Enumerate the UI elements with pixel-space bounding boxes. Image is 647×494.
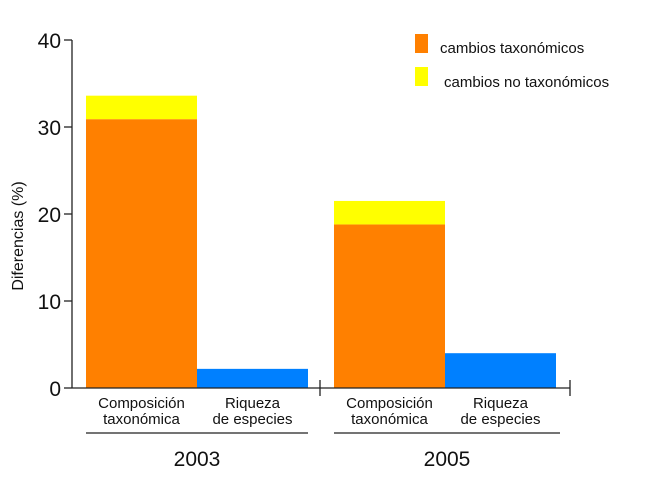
y-tick-label: 0 — [49, 378, 61, 401]
x-labels: Composición taxonómica Riqueza de especies C… — [98, 395, 540, 428]
y-ticks: 0 10 20 30 40 — [38, 30, 72, 401]
x-category-label: Riqueza de especies — [212, 395, 292, 428]
legend-swatch — [415, 34, 428, 53]
y-tick-label: 40 — [38, 30, 61, 53]
x-category-label: Composición taxonómica — [346, 395, 433, 428]
y-tick-label: 30 — [38, 117, 61, 140]
bars-layer — [86, 95, 556, 389]
group-labels: 2003 2005 — [86, 432, 560, 471]
y-tick-label: 10 — [38, 291, 61, 314]
legend-swatch — [415, 67, 428, 86]
legend-label: cambios no taxonómicos — [444, 74, 609, 91]
group-label: 2005 — [424, 448, 471, 471]
y-tick-label: 20 — [38, 204, 61, 227]
x-category-label: Riqueza de especies — [460, 395, 540, 428]
bar-segment — [86, 95, 197, 120]
y-axis-label: Diferencias (%) — [10, 181, 27, 290]
group-label: 2003 — [174, 448, 221, 471]
bar-segment — [86, 119, 197, 389]
bar-segment — [445, 353, 556, 388]
legend: cambios taxonómicos cambios no taxonómico… — [415, 34, 609, 91]
bar-segment — [334, 224, 445, 388]
legend-label: cambios taxonómicos — [440, 40, 584, 57]
bar-segment — [334, 200, 445, 225]
bar-segment — [197, 368, 308, 388]
x-category-label: Composición taxonómica — [98, 395, 185, 428]
